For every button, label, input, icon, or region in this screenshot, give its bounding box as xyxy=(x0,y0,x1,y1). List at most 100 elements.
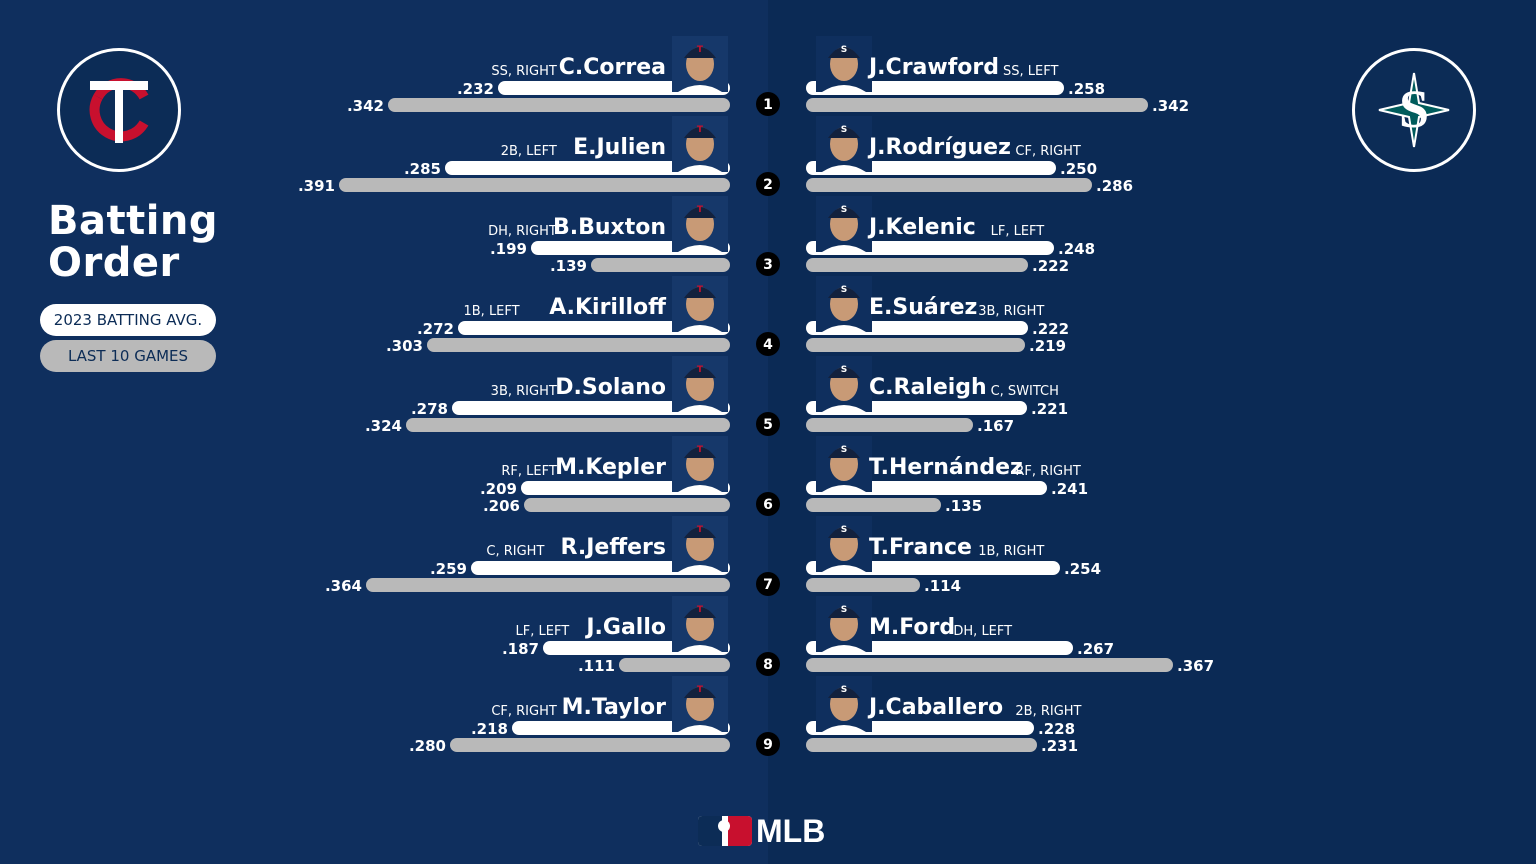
order-number: 8 xyxy=(763,657,773,673)
player-position-right: RF, RIGHT xyxy=(1015,464,1080,479)
player-cap xyxy=(684,447,716,458)
title-line-1: Batting xyxy=(48,198,219,244)
order-number-badge xyxy=(756,492,780,516)
player-position-left: 1B, LEFT xyxy=(463,304,519,319)
player-name-left: R.Jeffers xyxy=(561,535,667,560)
bar-avg-left xyxy=(458,321,730,335)
player-jersey xyxy=(678,85,722,92)
player-name-left: M.Kepler xyxy=(555,455,666,480)
player-name-left: C.Correa xyxy=(559,55,666,80)
order-number-badge xyxy=(756,652,780,676)
avg-label-right: .221 xyxy=(1031,400,1068,418)
cap-logo-icon: T xyxy=(697,285,704,295)
order-number: 4 xyxy=(763,337,773,353)
player-jersey xyxy=(678,565,722,572)
order-number: 2 xyxy=(763,177,773,193)
avg-label-left: .209 xyxy=(480,480,517,498)
player-name-right: E.Suárez xyxy=(869,295,977,320)
order-number: 9 xyxy=(763,737,773,753)
cap-logo-icon: T xyxy=(697,125,704,135)
player-position-left: RF, LEFT xyxy=(501,464,556,479)
cap-logo-icon: S xyxy=(841,445,847,455)
player-jersey xyxy=(678,245,722,252)
bar-avg-left xyxy=(471,561,730,575)
player-position-left: SS, RIGHT xyxy=(491,64,556,79)
player-jersey xyxy=(678,485,722,492)
bar-last10-right xyxy=(806,418,973,432)
avg-label-left: .259 xyxy=(430,560,467,578)
avg-label-right: .250 xyxy=(1060,160,1097,178)
player-jersey xyxy=(822,645,866,652)
last10-label-right: .167 xyxy=(977,417,1014,435)
player-position-left: C, RIGHT xyxy=(486,544,544,559)
bar-last10-right xyxy=(806,258,1028,272)
player-name-left: J.Gallo xyxy=(584,615,666,640)
cap-logo-icon: T xyxy=(697,365,704,375)
mlb-batter-icon xyxy=(698,816,752,846)
bar-last10-left xyxy=(450,738,730,752)
avg-label-left: .199 xyxy=(490,240,527,258)
player-name-right: T.France xyxy=(869,535,972,560)
last10-label-left: .139 xyxy=(550,257,587,275)
bar-last10-right xyxy=(806,498,941,512)
avg-label-right: .241 xyxy=(1051,480,1088,498)
player-cap xyxy=(828,527,860,538)
player-cap xyxy=(828,687,860,698)
player-name-right: J.Rodríguez xyxy=(867,135,1011,160)
avg-label-left: .232 xyxy=(457,80,494,98)
player-name-left: E.Julien xyxy=(573,135,666,160)
player-cap xyxy=(684,127,716,138)
cap-logo-icon: S xyxy=(841,205,847,215)
player-cap xyxy=(684,47,716,58)
last10-label-left: .303 xyxy=(386,337,423,355)
last10-label-left: .280 xyxy=(409,737,446,755)
last10-label-left: .342 xyxy=(347,97,384,115)
cap-logo-icon: S xyxy=(841,125,847,135)
player-name-right: J.Kelenic xyxy=(867,215,976,240)
twins-logo xyxy=(57,48,181,172)
bar-avg-right xyxy=(806,641,1073,655)
avg-label-right: .222 xyxy=(1032,320,1069,338)
player-jersey xyxy=(822,325,866,332)
last10-label-right: .342 xyxy=(1152,97,1189,115)
avg-label-right: .228 xyxy=(1038,720,1075,738)
cap-logo-icon: S xyxy=(841,525,847,535)
player-name-left: A.Kirilloff xyxy=(549,295,667,320)
player-name-right: M.Ford xyxy=(869,615,955,640)
player-position-right: LF, LEFT xyxy=(991,224,1045,239)
player-position-right: 1B, RIGHT xyxy=(978,544,1044,559)
player-cap xyxy=(828,127,860,138)
player-cap xyxy=(684,207,716,218)
player-cap xyxy=(684,367,716,378)
avg-label-left: .272 xyxy=(417,320,454,338)
cap-logo-icon: T xyxy=(697,685,704,695)
legend-batting-avg: 2023 BATTING AVG. xyxy=(40,304,216,336)
player-name-right: T.Hernández xyxy=(869,455,1023,480)
player-position-right: SS, LEFT xyxy=(1003,64,1058,79)
last10-label-right: .135 xyxy=(945,497,982,515)
last10-label-right: .286 xyxy=(1096,177,1133,195)
cap-logo-icon: T xyxy=(697,445,704,455)
last10-label-right: .231 xyxy=(1041,737,1078,755)
cap-logo-icon: T xyxy=(697,605,704,615)
bar-avg-left xyxy=(452,401,730,415)
player-jersey xyxy=(822,245,866,252)
cap-logo-icon: S xyxy=(841,685,847,695)
bar-last10-left xyxy=(591,258,730,272)
player-jersey xyxy=(678,725,722,732)
player-jersey xyxy=(822,405,866,412)
bar-last10-right xyxy=(806,578,920,592)
player-position-left: 3B, RIGHT xyxy=(491,384,557,399)
order-number: 3 xyxy=(763,257,773,273)
player-jersey xyxy=(822,165,866,172)
bar-last10-left xyxy=(339,178,730,192)
last10-label-left: .364 xyxy=(325,577,362,595)
player-jersey xyxy=(678,325,722,332)
player-name-left: D.Solano xyxy=(555,375,666,400)
order-number: 1 xyxy=(763,97,773,113)
cap-logo-icon: S xyxy=(841,365,847,375)
player-position-left: LF, LEFT xyxy=(516,624,570,639)
player-position-left: 2B, LEFT xyxy=(501,144,557,159)
avg-label-right: .254 xyxy=(1064,560,1101,578)
